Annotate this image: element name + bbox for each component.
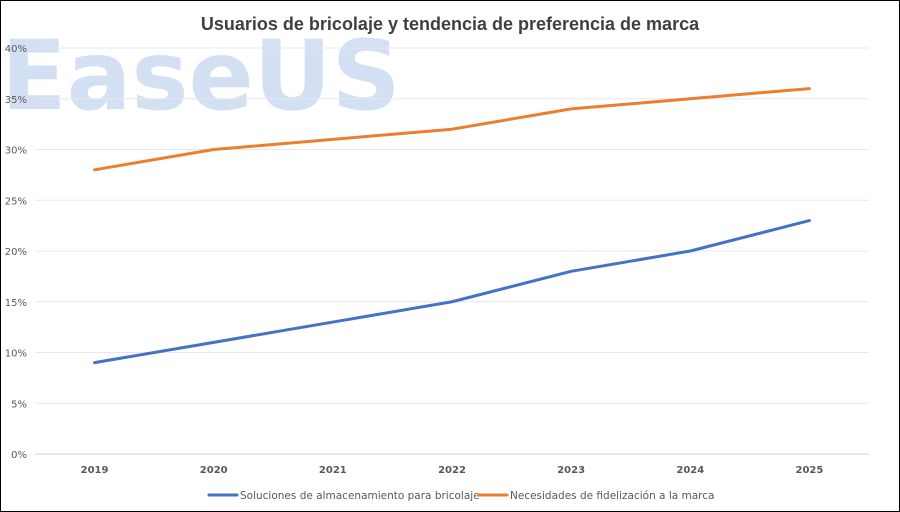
y-tick-label: 40% [5, 44, 27, 55]
grid-lines [35, 47, 869, 455]
y-tick-label: 15% [5, 298, 27, 309]
y-tick-label: 10% [5, 349, 27, 360]
y-tick-label: 5% [11, 399, 27, 410]
x-tick-label: 2021 [319, 465, 347, 476]
watermark-logo: EaseUS [1, 20, 401, 132]
y-tick-label: 0% [11, 450, 27, 461]
chart-title: Usuarios de bricolaje y tendencia de pre… [201, 14, 700, 34]
x-tick-label: 2025 [796, 465, 824, 476]
legend: Soluciones de almacenamiento para bricol… [207, 490, 714, 502]
x-tick-label: 2023 [557, 465, 585, 476]
x-tick-label: 2020 [200, 465, 228, 476]
series-lines [93, 87, 811, 365]
series-line-2 [93, 87, 811, 172]
series-line-1 [93, 219, 811, 365]
y-tick-label: 35% [5, 95, 27, 106]
y-tick-label: 30% [5, 146, 27, 157]
y-tick-label: 20% [5, 247, 27, 258]
x-tick-label: 2022 [438, 465, 466, 476]
y-tick-label: 25% [5, 196, 27, 207]
x-tick-label: 2024 [676, 465, 704, 476]
legend-label: Soluciones de almacenamiento para bricol… [240, 490, 480, 502]
x-tick-label: 2019 [81, 465, 109, 476]
y-axis-ticks: 0% 5% 10% 15% 20% 25% 30% 35% 40% [5, 44, 27, 461]
legend-label: Necesidades de fidelización a la marca [510, 490, 714, 502]
x-axis-ticks: 2019 2020 2021 2022 2023 2024 2025 [81, 465, 824, 476]
